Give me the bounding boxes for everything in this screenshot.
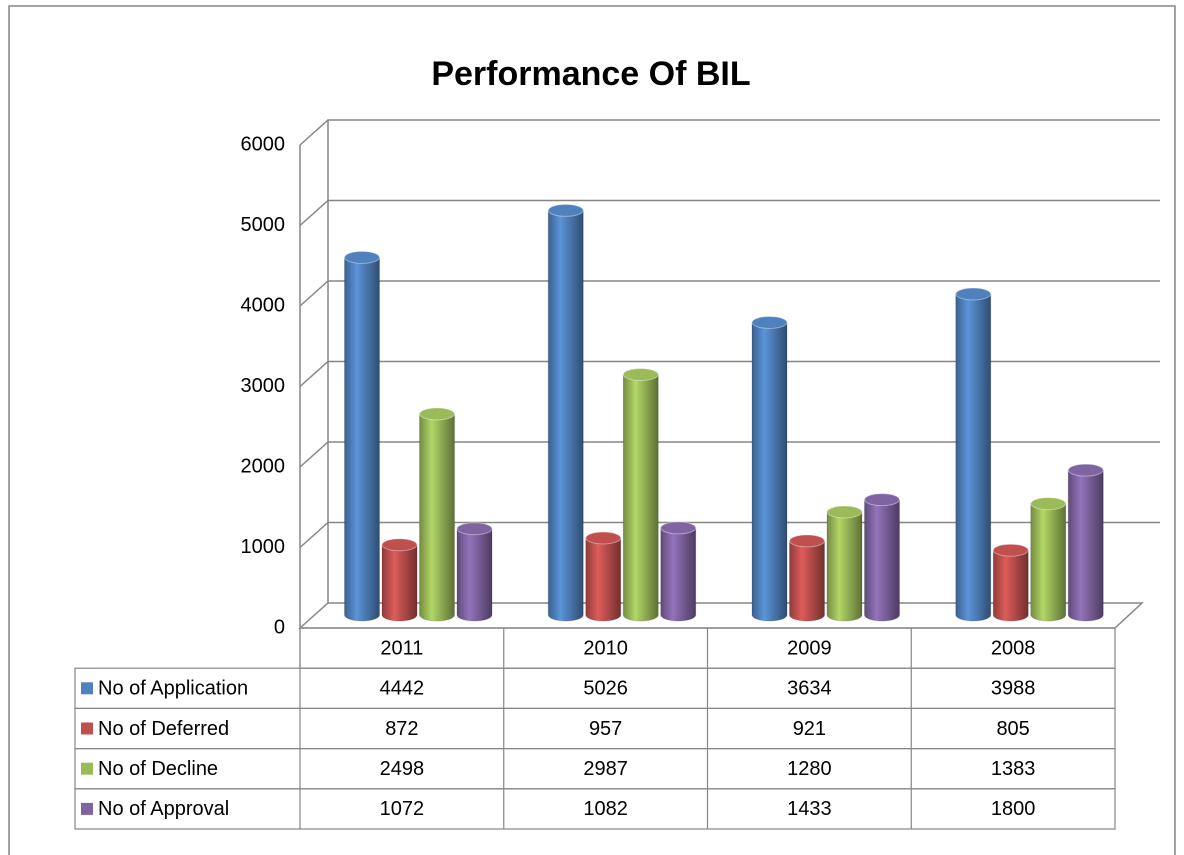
table-value: 1433 [787, 798, 832, 820]
bar-top [992, 543, 1029, 557]
bar-top [456, 522, 493, 536]
legend-key [81, 682, 93, 695]
bar-top [751, 315, 788, 329]
bar-body [419, 413, 455, 622]
bar-body [585, 537, 622, 622]
bar [826, 505, 863, 622]
table-value: 3988 [991, 678, 1036, 700]
table-value: 5026 [583, 678, 628, 700]
table-value: 4442 [380, 678, 425, 700]
table-value: 1383 [991, 758, 1036, 780]
y-tick-label: 4000 [241, 294, 286, 316]
y-tick-label: 5000 [241, 214, 286, 236]
y-tick-label: 3000 [241, 375, 286, 397]
bar-top [547, 203, 584, 217]
bar-body [547, 209, 584, 622]
table-value: 872 [385, 718, 418, 740]
bar-body [864, 499, 900, 622]
bar-top [1067, 463, 1104, 477]
bar-top [1030, 497, 1067, 511]
legend-key [81, 762, 93, 775]
table-value: 1800 [991, 798, 1036, 820]
bar [456, 522, 493, 622]
bar [585, 531, 622, 622]
legend-label: No of Application [98, 678, 248, 700]
bar-body [789, 540, 825, 622]
bar [1067, 463, 1104, 622]
x-tick-label: 2010 [583, 637, 628, 659]
bar-body [826, 511, 863, 622]
table-value: 2987 [583, 758, 628, 780]
grid-line [299, 360, 1160, 388]
y-tick-label: 6000 [241, 133, 286, 155]
bar-body [456, 528, 493, 622]
bar [622, 368, 659, 622]
bar-top [585, 531, 622, 545]
y-tick-label: 1000 [241, 536, 286, 558]
bar [1030, 497, 1067, 622]
bar-top [789, 534, 825, 548]
bar [864, 493, 900, 622]
x-tick-label: 2008 [991, 637, 1036, 659]
legend-label: No of Decline [98, 758, 218, 780]
x-tick-label: 2009 [787, 637, 832, 659]
bar-body [381, 544, 418, 622]
bar-top [419, 407, 455, 421]
table-row [74, 788, 1116, 830]
bar [789, 534, 825, 622]
x-tick-label: 2011 [380, 637, 423, 659]
bar [660, 521, 697, 622]
table-value: 921 [793, 718, 826, 740]
bar-body [955, 293, 992, 622]
table-value: 1072 [380, 798, 425, 820]
bar [547, 203, 584, 622]
bar [419, 407, 455, 622]
grid-line [299, 441, 1160, 468]
bar-top [864, 493, 900, 507]
table-value: 3634 [787, 678, 832, 700]
bar-body [660, 527, 697, 622]
table-value: 957 [589, 718, 622, 740]
grid-line [299, 280, 1160, 307]
legend-label: No of Approval [98, 798, 229, 820]
y-tick-label: 2000 [241, 455, 286, 477]
bar-body [751, 321, 788, 622]
bar-body [344, 256, 380, 622]
bar [381, 538, 418, 622]
legend-key [81, 722, 93, 735]
bar-top [826, 505, 863, 519]
bar [344, 250, 380, 622]
bar-top [344, 250, 380, 264]
table-value: 805 [996, 718, 1029, 740]
bar-body [1067, 469, 1104, 622]
legend-key [81, 802, 93, 815]
grid-line [299, 199, 1160, 227]
table-value: 1280 [787, 758, 832, 780]
chart-title: Performance Of BIL [431, 55, 750, 93]
y-tick-label: 0 [274, 616, 285, 638]
table-value: 2498 [380, 758, 425, 780]
grid-line [299, 119, 1160, 146]
legend-label: No of Deferred [98, 718, 229, 740]
bar-top [622, 368, 659, 382]
bar-top [955, 287, 992, 301]
bar-top [381, 538, 418, 552]
bar [955, 287, 992, 622]
table-value: 1082 [583, 798, 628, 820]
bar [992, 543, 1029, 622]
bar-top [660, 521, 697, 535]
bar [751, 315, 788, 622]
bar-body [622, 374, 659, 622]
chart-border [8, 5, 1176, 855]
bar-body [1030, 503, 1067, 622]
bar-body [992, 549, 1029, 622]
